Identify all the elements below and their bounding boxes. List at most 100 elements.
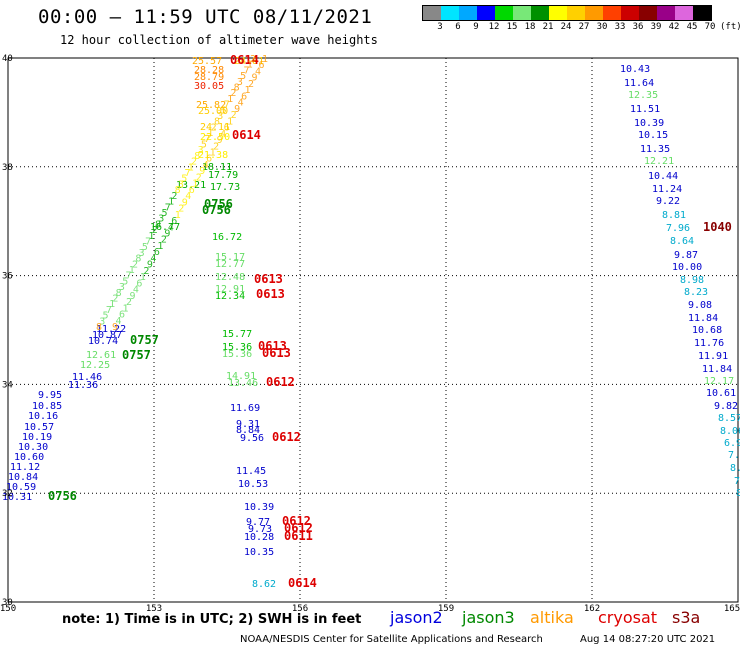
wave-height-label: 18.11 (202, 162, 232, 173)
dense-swath-label: 2 (143, 266, 149, 277)
legend-altika: altika (530, 608, 574, 627)
dense-swath-label: 3 (198, 145, 204, 156)
wave-height-label: 10.39 (634, 118, 664, 129)
wave-height-label: 8.84 (236, 425, 260, 436)
time-label: 0757 (122, 348, 151, 362)
dense-swath-label: 3 (119, 282, 125, 293)
dense-swath-label: 1 (247, 60, 253, 71)
dense-swath-label: 6 (154, 247, 160, 258)
color-legend-label: 39 (650, 22, 662, 32)
dense-swath-label: 4 (185, 191, 191, 202)
dense-swath-label: 1 (157, 241, 163, 252)
wave-height-label: 12.61 (86, 350, 116, 361)
wave-height-label: 12.35 (628, 90, 658, 101)
dense-swath-label: 1 (227, 94, 233, 105)
dense-swath-label: 2 (196, 172, 202, 183)
dense-swath-label: 1 (175, 210, 181, 221)
wave-height-label: 13.21 (176, 180, 206, 191)
wave-height-label: 10.43 (620, 64, 650, 75)
color-legend-label: 42 (668, 22, 680, 32)
color-legend (422, 5, 712, 21)
lat-tick-label: 30 (2, 598, 13, 608)
wave-height-label: 12.91 (215, 284, 245, 295)
dense-swath-label: 4 (150, 253, 156, 264)
wave-height-label: 10.16 (28, 411, 58, 422)
dense-swath-label: 6 (206, 154, 212, 165)
dense-swath-label: 8 (175, 185, 181, 196)
dense-swath-label: 2 (213, 141, 219, 152)
dense-swath-label: 5 (103, 311, 109, 322)
dense-swath-label: 2 (211, 122, 217, 133)
wave-height-label: 10.57 (24, 422, 54, 433)
color-legend-unit: (ft) (720, 22, 740, 32)
dense-swath-label: 7 (106, 305, 112, 316)
wave-height-label: 15.77 (222, 329, 252, 340)
color-legend-label: 45 (686, 22, 698, 32)
wave-height-label: 11.64 (624, 78, 654, 89)
color-legend-label: 70 (704, 22, 716, 32)
dense-swath-label: 6 (119, 310, 125, 321)
dense-swath-label: 2 (230, 88, 236, 99)
dense-swath-label: 5 (122, 276, 128, 287)
wave-height-label: 12.48 (215, 272, 245, 283)
dense-swath-label: 7 (125, 271, 131, 282)
dense-swath-label: 1 (192, 179, 198, 190)
dense-swath-label: 2 (152, 225, 158, 236)
credit-text: NOAA/NESDIS Center for Satellite Applica… (240, 634, 543, 645)
wave-height-label: 10.30 (18, 442, 48, 453)
wave-height-label: 11.69 (230, 403, 260, 414)
dense-swath-label: 8 (135, 254, 141, 265)
dense-swath-label: 5 (142, 242, 148, 253)
dense-swath-label: 1 (207, 128, 213, 139)
wave-height-label: 8.2 (730, 463, 740, 474)
dense-swath-label: 7 (204, 134, 210, 145)
wave-height-label: 9.73 (248, 524, 272, 535)
wave-height-label: 11.84 (702, 364, 732, 375)
dense-swath-label: 9 (164, 229, 170, 240)
time-label: 0612 (284, 521, 313, 535)
wave-height-label: 8.81 (662, 210, 686, 221)
legend-jason3: jason3 (462, 608, 515, 627)
dense-swath-label: 7 (184, 168, 190, 179)
wave-height-label: 14.91 (226, 371, 256, 382)
wave-height-label: 7.1 (728, 450, 740, 461)
wave-height-label: 8.57 (718, 413, 740, 424)
dense-swath-label: 1 (188, 162, 194, 173)
wave-height-label: 9.87 (674, 250, 698, 261)
color-legend-label: 30 (596, 22, 608, 32)
time-label: 0756 (202, 203, 231, 217)
dense-swath-label: 3 (178, 179, 184, 190)
color-legend-label: 3 (437, 22, 443, 32)
color-legend-label: 24 (560, 22, 572, 32)
color-swatch (495, 6, 513, 20)
dense-swath-label: 6 (259, 60, 265, 71)
wave-height-label: 15.36 (222, 349, 252, 360)
wave-height-label: 11.76 (694, 338, 724, 349)
dense-swath-label: 7 (145, 236, 151, 247)
dense-swath-label: 4 (115, 316, 121, 327)
color-legend-label: 18 (524, 22, 536, 32)
lon-tick-label: 153 (146, 604, 162, 614)
timestamp: Aug 14 08:27:20 UTC 2021 (580, 634, 716, 645)
color-legend-label: 36 (632, 22, 644, 32)
time-label: 0614 (288, 576, 317, 590)
dense-swath-label: 9 (252, 73, 258, 84)
wave-height-label: 10.15 (638, 130, 668, 141)
legend-s3a: s3a (672, 608, 701, 627)
dense-swath-label: 8 (234, 83, 240, 94)
map-grid (7, 57, 739, 603)
wave-height-label: 10.00 (672, 262, 702, 273)
dense-swath-label: 1 (168, 197, 174, 208)
wave-height-label: 7. (734, 476, 740, 487)
dense-swath-label: 8 (194, 151, 200, 162)
wave-height-label: 6.9 (724, 438, 740, 449)
lat-tick-label: 40 (2, 54, 13, 64)
color-legend-label: 12 (488, 22, 500, 32)
dense-swath-label: 1 (140, 272, 146, 283)
time-label: 0757 (130, 333, 159, 347)
color-swatch (477, 6, 495, 20)
wave-height-label: 16.72 (212, 232, 242, 243)
wave-height-label: 8.98 (680, 275, 704, 286)
